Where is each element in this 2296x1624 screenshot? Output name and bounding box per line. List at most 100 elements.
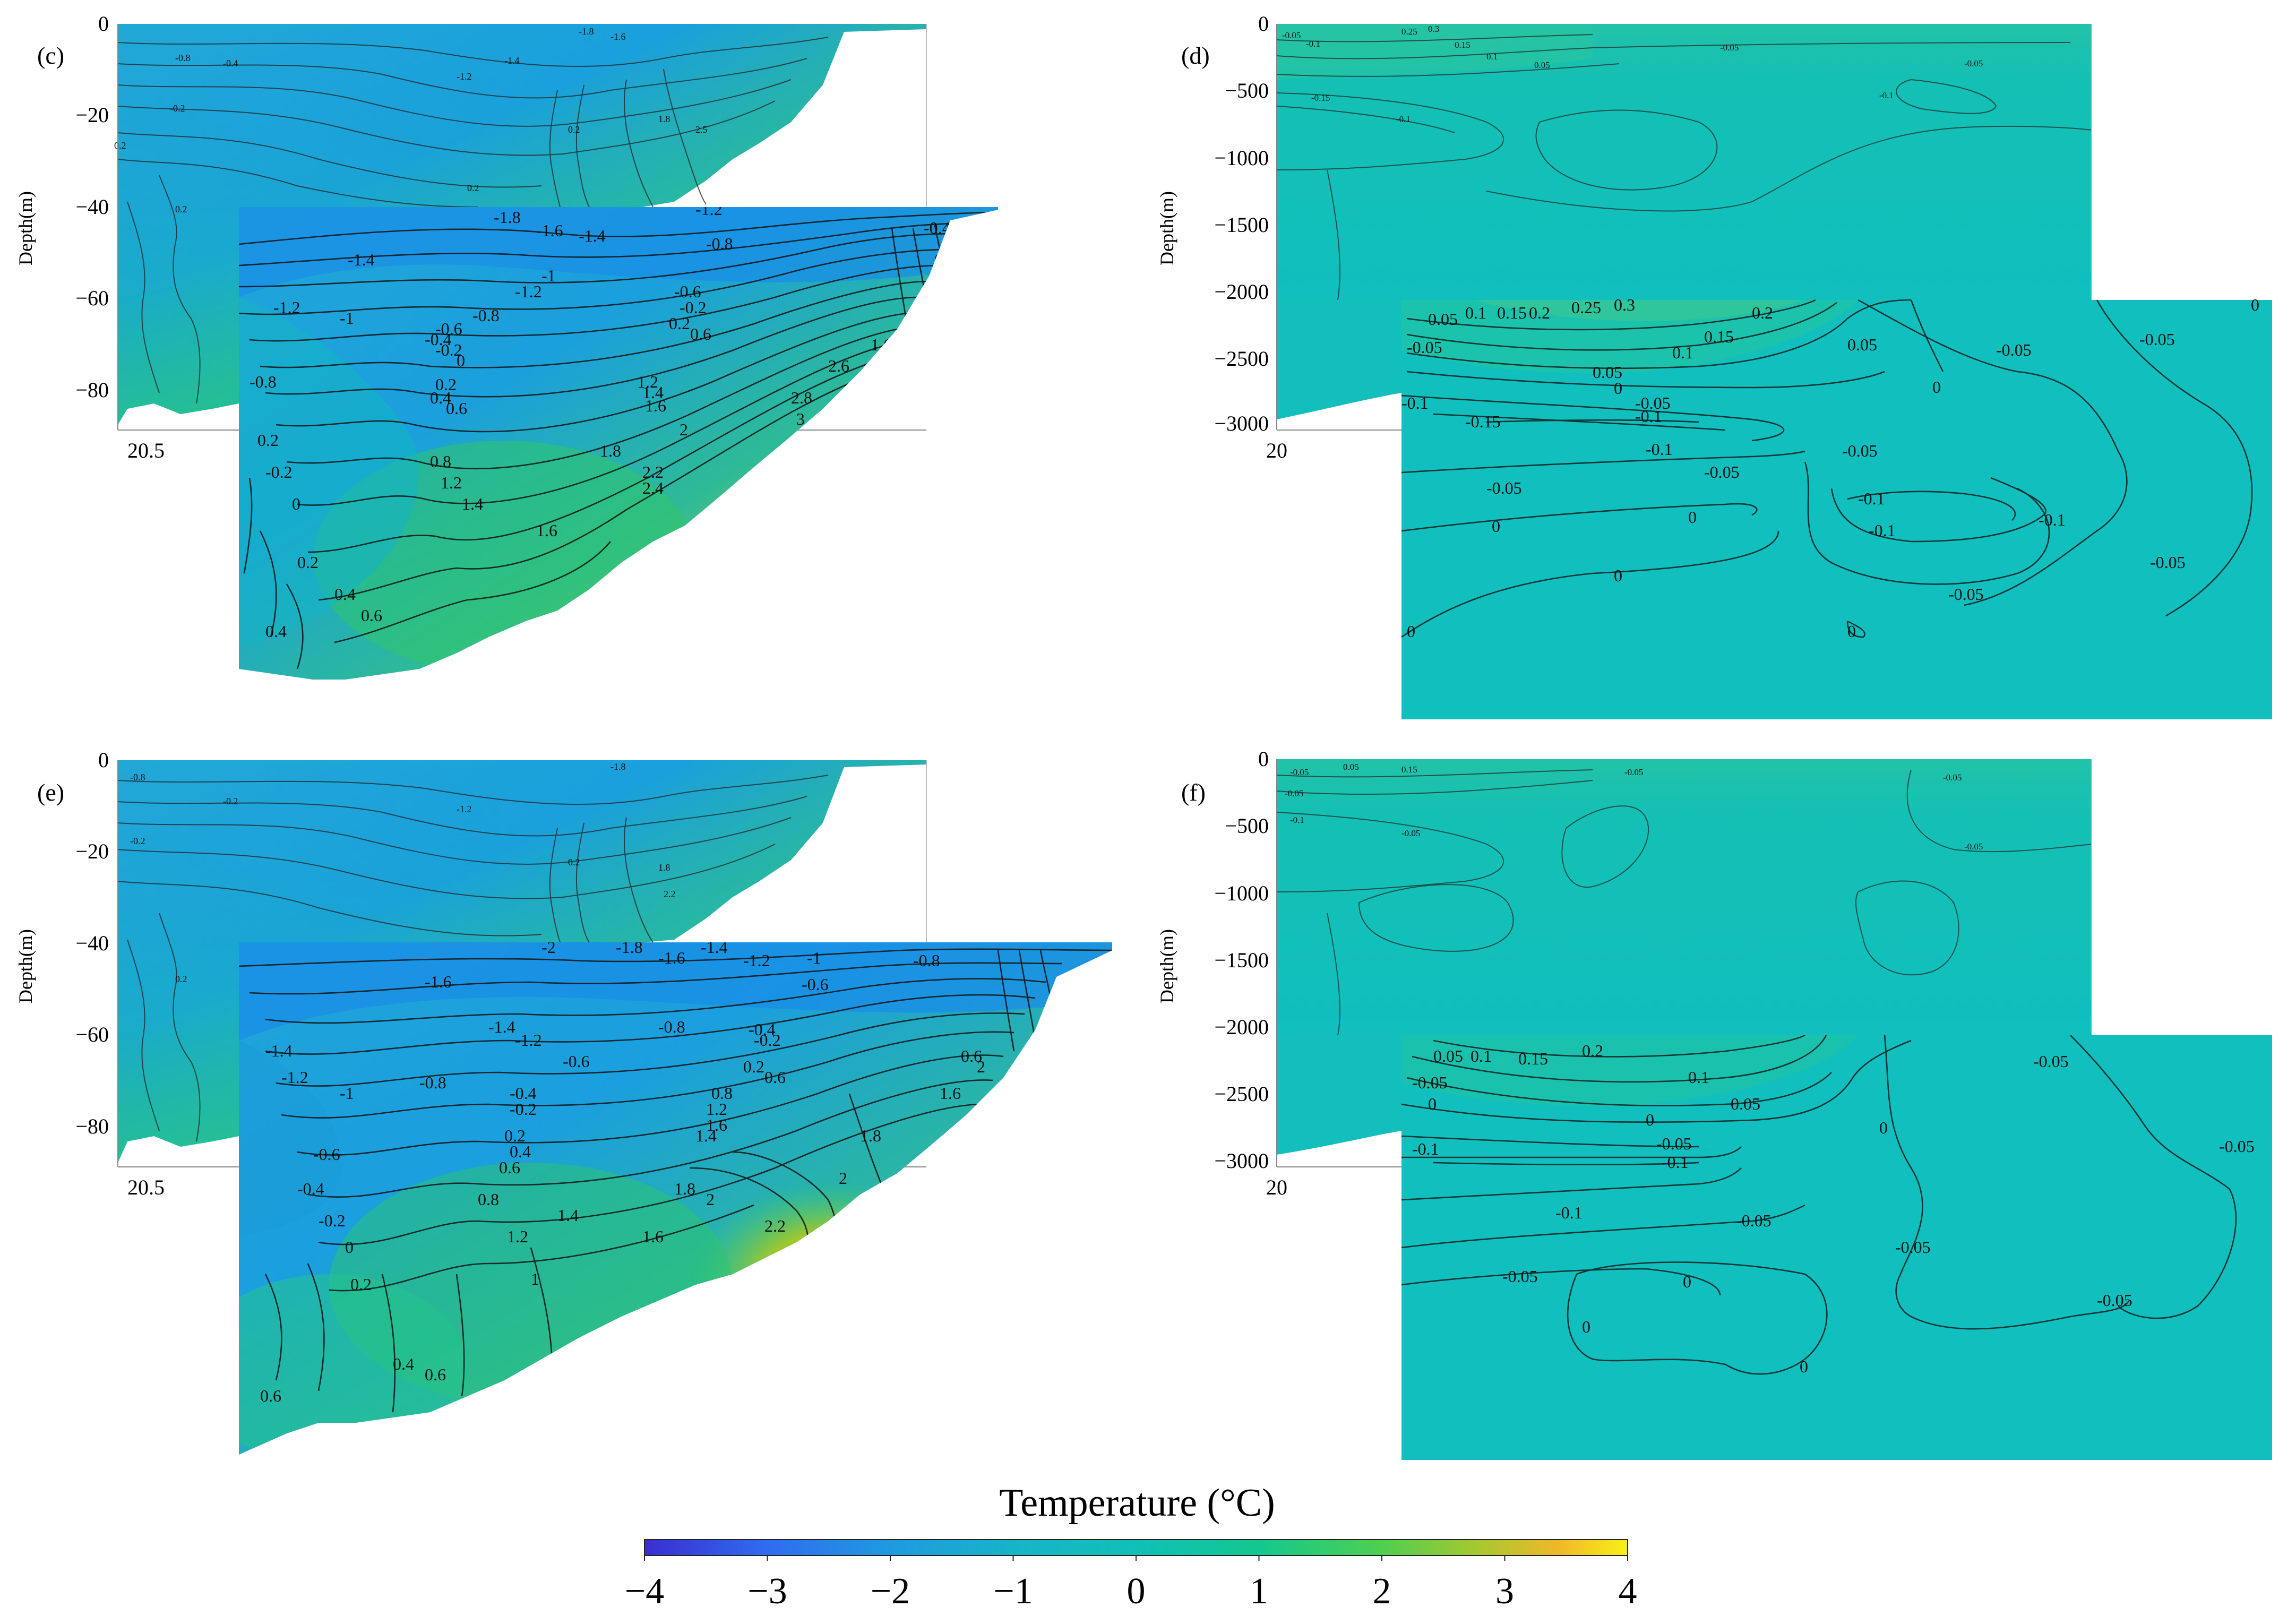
colorbar-tick-label: −2 bbox=[871, 1571, 910, 1612]
panel-f-ylabel: Depth(m) bbox=[1156, 929, 1177, 1003]
panel-e-ylabel: Depth(m) bbox=[15, 929, 36, 1003]
svg-text:-0.2: -0.2 bbox=[754, 1030, 781, 1050]
svg-text:-0.05: -0.05 bbox=[1282, 30, 1301, 40]
panel-f-letter: (f) bbox=[1181, 779, 1206, 806]
svg-text:2: 2 bbox=[706, 1190, 715, 1209]
svg-text:2.4: 2.4 bbox=[642, 478, 664, 497]
svg-text:0.2: 0.2 bbox=[1582, 1041, 1603, 1060]
svg-text:-0.05: -0.05 bbox=[1412, 1073, 1448, 1092]
svg-text:-1.6: -1.6 bbox=[536, 221, 563, 240]
panel-f-ytick: −500 bbox=[1225, 814, 1269, 838]
svg-text:-1.2: -1.2 bbox=[457, 804, 472, 814]
svg-text:-0.2: -0.2 bbox=[435, 340, 462, 359]
panel-e-ytick: −80 bbox=[75, 1114, 109, 1138]
svg-text:-0.1: -0.1 bbox=[1396, 114, 1411, 124]
svg-text:0.4: 0.4 bbox=[430, 388, 451, 407]
svg-text:1.8: 1.8 bbox=[658, 114, 670, 124]
svg-text:-1.8: -1.8 bbox=[494, 208, 521, 227]
svg-text:-1.2: -1.2 bbox=[695, 200, 723, 219]
panel-e-inset: -2 -1.8 -1.6 -1.4 -1.2 -1 -0.8 -1.6 -1.4… bbox=[239, 942, 1112, 1455]
svg-text:2.2: 2.2 bbox=[642, 462, 664, 482]
svg-text:-0.05: -0.05 bbox=[1943, 772, 1962, 783]
svg-text:-0.1: -0.1 bbox=[1306, 39, 1320, 49]
panel-f-inset: 0.05 0.1 0.15 0.2 0.1 0.05 0 -0.05 0 -0.… bbox=[1401, 1034, 2272, 1460]
svg-text:1.2: 1.2 bbox=[507, 1227, 528, 1246]
svg-text:0.15: 0.15 bbox=[1401, 764, 1417, 775]
panel-e-contour-labels: -0.8 -0.2 -0.2 -1.2 -1.8 0.2 1.8 2.2 0.2 bbox=[130, 761, 676, 984]
panel-e-contours bbox=[117, 775, 829, 1142]
svg-text:0.2: 0.2 bbox=[175, 204, 187, 214]
svg-text:-0.4: -0.4 bbox=[510, 1084, 537, 1103]
svg-text:-0.2: -0.2 bbox=[319, 1211, 346, 1230]
panel-d-inset: 0.05 0.1 0.15 0.2 0.25 0.3 0.2 0.15 0.1 … bbox=[1401, 295, 2272, 719]
svg-text:-0.1: -0.1 bbox=[1412, 1139, 1439, 1158]
svg-text:3: 3 bbox=[796, 409, 805, 428]
panel-f-ytick: −2500 bbox=[1214, 1082, 1269, 1106]
svg-text:0.05: 0.05 bbox=[1428, 310, 1458, 329]
svg-text:0.8: 0.8 bbox=[711, 1084, 733, 1103]
svg-text:0.2: 0.2 bbox=[1752, 303, 1773, 322]
svg-text:-0.4: -0.4 bbox=[425, 330, 452, 349]
svg-text:1.4: 1.4 bbox=[695, 1126, 717, 1145]
svg-text:-0.05: -0.05 bbox=[1895, 1238, 1931, 1257]
svg-text:1.6: 1.6 bbox=[871, 335, 892, 354]
svg-text:0: 0 bbox=[1428, 1094, 1437, 1113]
svg-text:-1.4: -1.4 bbox=[488, 1017, 515, 1036]
svg-text:1.4: 1.4 bbox=[557, 1206, 579, 1225]
svg-text:-1.6: -1.6 bbox=[658, 948, 685, 967]
svg-text:-0.8: -0.8 bbox=[913, 951, 940, 970]
svg-text:-0.4: -0.4 bbox=[223, 58, 238, 68]
svg-text:1.6: 1.6 bbox=[706, 1115, 727, 1135]
colorbar: Temperature (°C) −4 −3 −2 −1 0 1 2 3 4 bbox=[625, 1481, 1637, 1612]
svg-text:0: 0 bbox=[1614, 566, 1622, 585]
svg-text:-0.2: -0.2 bbox=[223, 796, 238, 806]
svg-text:-0.8: -0.8 bbox=[175, 53, 191, 63]
svg-text:0.6: 0.6 bbox=[425, 1365, 446, 1384]
svg-text:1.8: 1.8 bbox=[860, 1126, 881, 1145]
svg-text:0.1: 0.1 bbox=[1672, 343, 1693, 362]
svg-text:0.2: 0.2 bbox=[175, 974, 187, 984]
svg-text:-0.05: -0.05 bbox=[1285, 788, 1303, 798]
svg-text:-1.2: -1.2 bbox=[273, 298, 300, 317]
svg-text:-1: -1 bbox=[340, 1084, 354, 1103]
svg-text:0.4: 0.4 bbox=[510, 1142, 531, 1161]
svg-text:-1.4: -1.4 bbox=[504, 55, 520, 66]
svg-text:2.6: 2.6 bbox=[828, 356, 849, 375]
panel-f-yticks: 0 −500 −1000 −1500 −2000 −2500 −3000 bbox=[1214, 747, 1269, 1173]
svg-text:1.4: 1.4 bbox=[462, 494, 483, 513]
colorbar-tick-label: 3 bbox=[1495, 1571, 1514, 1612]
svg-text:0.2: 0.2 bbox=[435, 375, 457, 394]
svg-text:-0.8: -0.8 bbox=[250, 372, 277, 391]
svg-text:-1.8: -1.8 bbox=[579, 26, 594, 37]
svg-text:0: 0 bbox=[2251, 295, 2259, 314]
svg-text:-1: -1 bbox=[541, 266, 556, 285]
svg-text:-0.4: -0.4 bbox=[749, 1020, 776, 1039]
panel-c-ytick: −60 bbox=[75, 286, 109, 310]
svg-text:-0.2: -0.2 bbox=[130, 836, 145, 846]
panel-e-ytick: −60 bbox=[75, 1022, 109, 1046]
colorbar-tick-label: 1 bbox=[1250, 1571, 1268, 1612]
panel-f-contour-labels: -0.05 0.05 0.15 -0.05 -0.1 -0.05 -0.05 -… bbox=[1285, 762, 1983, 852]
panel-c-ytick: −20 bbox=[75, 103, 109, 127]
svg-text:-0.1: -0.1 bbox=[1635, 407, 1662, 426]
panel-e-ytick: 0 bbox=[98, 748, 109, 772]
panel-c-ytick: −40 bbox=[75, 195, 109, 219]
svg-text:0.05: 0.05 bbox=[1534, 60, 1550, 70]
svg-text:-0.05: -0.05 bbox=[1704, 462, 1740, 482]
svg-text:0.8: 0.8 bbox=[430, 452, 451, 471]
svg-text:-1.2: -1.2 bbox=[457, 71, 472, 82]
panel-e-yticks: 0 −20 −40 −60 −80 bbox=[75, 748, 109, 1138]
svg-text:0.15: 0.15 bbox=[1704, 327, 1734, 346]
svg-text:0: 0 bbox=[934, 250, 943, 269]
svg-text:-0.05: -0.05 bbox=[2219, 1137, 2255, 1156]
svg-text:-0.1: -0.1 bbox=[1869, 521, 1896, 540]
svg-text:1.6: 1.6 bbox=[536, 521, 557, 540]
svg-text:-0.1: -0.1 bbox=[1401, 393, 1429, 413]
svg-text:0.3: 0.3 bbox=[1614, 295, 1635, 314]
panel-d-ytick: −500 bbox=[1225, 79, 1269, 102]
panel-c: -0.8 -0.4 -0.2 -1.2 -1.4 -1.8 -1.6 0.2 1… bbox=[15, 12, 998, 680]
svg-text:1.8: 1.8 bbox=[674, 1179, 695, 1198]
panel-d-ytick: 0 bbox=[1258, 12, 1269, 36]
svg-text:-1: -1 bbox=[807, 948, 821, 967]
